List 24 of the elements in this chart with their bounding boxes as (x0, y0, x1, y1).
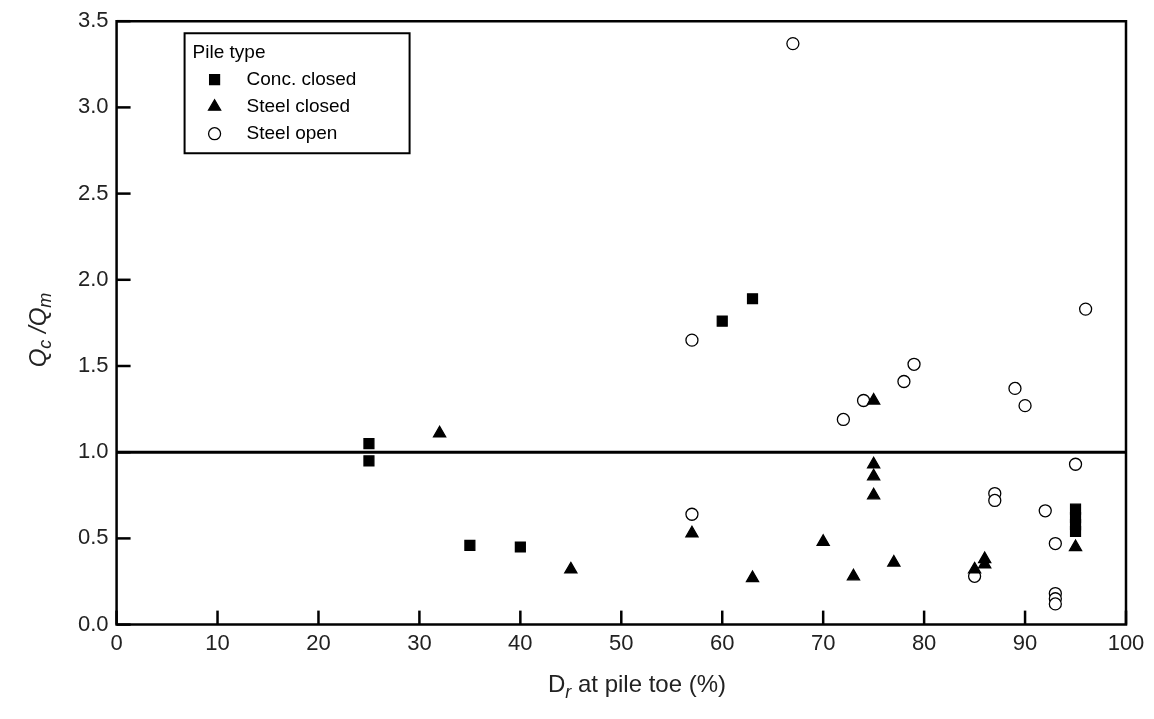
x-tick-label: 40 (508, 629, 533, 655)
legend-label: Steel open (246, 121, 338, 143)
y-tick-label: 2.0 (77, 265, 109, 291)
x-axis-title: D$_{r}$ at pile toe (%) (546, 670, 728, 703)
legend-label: Conc. closed (246, 67, 357, 89)
x-tick-label: 20 (306, 629, 331, 655)
y-tick-label: 3.0 (77, 93, 109, 119)
y-tick-label: 1.0 (77, 438, 109, 464)
legend-title: Pile type (192, 40, 266, 62)
x-tick-label: 80 (911, 629, 937, 655)
y-tick-label: 0.5 (77, 524, 109, 550)
x-tick-label: 0 (110, 629, 123, 655)
y-tick-label: 2.5 (77, 179, 109, 205)
y-tick-label: 3.5 (77, 7, 109, 33)
x-tick-label: 70 (810, 629, 836, 655)
x-tick-label: 50 (609, 629, 634, 655)
y-tick-label: 1.5 (77, 352, 109, 378)
x-tick-label: 60 (709, 629, 735, 655)
y-tick-label: 0.0 (77, 610, 109, 636)
x-tick-label: 30 (407, 629, 432, 655)
x-tick-label: 10 (205, 629, 230, 655)
legend-label: Steel closed (246, 94, 351, 116)
x-tick-label: 100 (1107, 629, 1145, 655)
x-tick-label: 90 (1012, 629, 1038, 655)
